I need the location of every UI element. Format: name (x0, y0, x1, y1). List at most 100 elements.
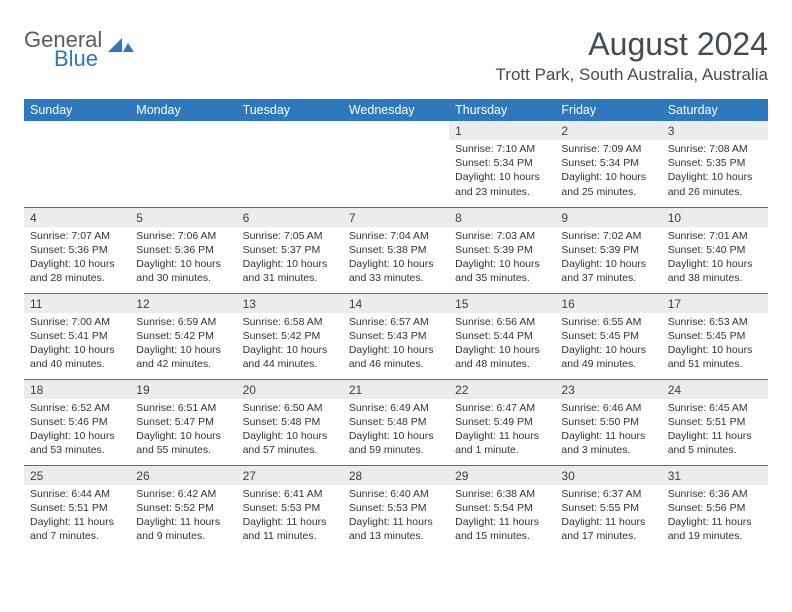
sunrise-text: Sunrise: 6:38 AM (455, 487, 549, 501)
calendar-day-cell: 15Sunrise: 6:56 AMSunset: 5:44 PMDayligh… (449, 293, 555, 379)
day-content: Sunrise: 6:44 AMSunset: 5:51 PMDaylight:… (24, 485, 130, 548)
calendar-week-row: 11Sunrise: 7:00 AMSunset: 5:41 PMDayligh… (24, 293, 768, 379)
sunrise-text: Sunrise: 6:40 AM (349, 487, 443, 501)
sunset-text: Sunset: 5:48 PM (349, 415, 443, 429)
sunrise-text: Sunrise: 7:08 AM (668, 142, 762, 156)
day-number: 18 (24, 380, 130, 399)
calendar-day-cell: 29 Sunrise: 6:38 AMSunset: 5:54 PMDayligh… (449, 465, 555, 551)
day-number: 17 (662, 294, 768, 313)
sunset-text: Sunset: 5:53 PM (349, 501, 443, 515)
sunset-text: Sunset: 5:37 PM (243, 243, 337, 257)
day-number: 13 (237, 294, 343, 313)
day-content: Sunrise: 7:07 AMSunset: 5:36 PMDaylight:… (24, 227, 130, 290)
sunset-text: Sunset: 5:42 PM (243, 329, 337, 343)
daylight-text: Daylight: 10 hours and 51 minutes. (668, 343, 762, 371)
calendar-day-cell: 17Sunrise: 6:53 AMSunset: 5:45 PMDayligh… (662, 293, 768, 379)
daylight-text: Daylight: 11 hours and 5 minutes. (668, 429, 762, 457)
day-number (343, 121, 449, 126)
daylight-text: Daylight: 10 hours and 35 minutes. (455, 257, 549, 285)
sunset-text: Sunset: 5:36 PM (136, 243, 230, 257)
day-number: 19 (130, 380, 236, 399)
day-number: 22 (449, 380, 555, 399)
sunrise-text: Sunrise: 6:59 AM (136, 315, 230, 329)
daylight-text: Daylight: 10 hours and 57 minutes. (243, 429, 337, 457)
calendar-day-cell: 12Sunrise: 6:59 AMSunset: 5:42 PMDayligh… (130, 293, 236, 379)
sunset-text: Sunset: 5:34 PM (561, 156, 655, 170)
day-number: 15 (449, 294, 555, 313)
calendar-table: Sunday Monday Tuesday Wednesday Thursday… (24, 99, 768, 551)
sunrise-text: Sunrise: 6:41 AM (243, 487, 337, 501)
daylight-text: Daylight: 10 hours and 37 minutes. (561, 257, 655, 285)
day-number: 23 (555, 380, 661, 399)
daylight-text: Daylight: 10 hours and 48 minutes. (455, 343, 549, 371)
sunrise-text: Sunrise: 7:04 AM (349, 229, 443, 243)
col-sunday: Sunday (24, 99, 130, 121)
sunrise-text: Sunrise: 7:01 AM (668, 229, 762, 243)
daylight-text: Daylight: 10 hours and 59 minutes. (349, 429, 443, 457)
daylight-text: Daylight: 11 hours and 15 minutes. (455, 515, 549, 543)
day-number: 7 (343, 208, 449, 227)
day-number (130, 121, 236, 126)
day-number: 20 (237, 380, 343, 399)
calendar-day-cell (343, 121, 449, 207)
sunset-text: Sunset: 5:43 PM (349, 329, 443, 343)
calendar-day-cell: 10Sunrise: 7:01 AMSunset: 5:40 PMDayligh… (662, 207, 768, 293)
daylight-text: Daylight: 11 hours and 13 minutes. (349, 515, 443, 543)
day-number: 30 (555, 466, 661, 485)
sunrise-text: Sunrise: 6:50 AM (243, 401, 337, 415)
calendar-day-cell (237, 121, 343, 207)
col-wednesday: Wednesday (343, 99, 449, 121)
day-number: 10 (662, 208, 768, 227)
day-number: 2 (555, 121, 661, 140)
day-number: 29 (449, 466, 555, 485)
sunrise-text: Sunrise: 6:44 AM (30, 487, 124, 501)
sunset-text: Sunset: 5:56 PM (668, 501, 762, 515)
day-content: Sunrise: 6:47 AMSunset: 5:49 PMDaylight:… (449, 399, 555, 462)
day-number (24, 121, 130, 126)
day-number: 1 (449, 121, 555, 140)
day-number: 8 (449, 208, 555, 227)
day-number: 26 (130, 466, 236, 485)
sunset-text: Sunset: 5:47 PM (136, 415, 230, 429)
calendar-day-cell: 4Sunrise: 7:07 AMSunset: 5:36 PMDaylight… (24, 207, 130, 293)
day-content: Sunrise: 6:37 AMSunset: 5:55 PMDaylight:… (555, 485, 661, 548)
calendar-day-cell (24, 121, 130, 207)
day-number: 27 (237, 466, 343, 485)
calendar-day-cell: 13Sunrise: 6:58 AMSunset: 5:42 PMDayligh… (237, 293, 343, 379)
day-content: Sunrise: 6:53 AMSunset: 5:45 PMDaylight:… (662, 313, 768, 376)
daylight-text: Daylight: 10 hours and 26 minutes. (668, 170, 762, 198)
daylight-text: Daylight: 10 hours and 49 minutes. (561, 343, 655, 371)
daylight-text: Daylight: 11 hours and 17 minutes. (561, 515, 655, 543)
day-content: Sunrise: 6:55 AMSunset: 5:45 PMDaylight:… (555, 313, 661, 376)
calendar-header-row: Sunday Monday Tuesday Wednesday Thursday… (24, 99, 768, 121)
day-number: 6 (237, 208, 343, 227)
calendar-day-cell: 9Sunrise: 7:02 AMSunset: 5:39 PMDaylight… (555, 207, 661, 293)
sunset-text: Sunset: 5:51 PM (30, 501, 124, 515)
brand-name-2: Blue (54, 46, 98, 71)
daylight-text: Daylight: 10 hours and 31 minutes. (243, 257, 337, 285)
day-number (237, 121, 343, 126)
day-content: Sunrise: 6:59 AMSunset: 5:42 PMDaylight:… (130, 313, 236, 376)
sunset-text: Sunset: 5:45 PM (668, 329, 762, 343)
sunset-text: Sunset: 5:54 PM (455, 501, 549, 515)
day-number: 5 (130, 208, 236, 227)
calendar-day-cell: 8Sunrise: 7:03 AMSunset: 5:39 PMDaylight… (449, 207, 555, 293)
day-content: Sunrise: 7:00 AMSunset: 5:41 PMDaylight:… (24, 313, 130, 376)
calendar-day-cell: 31Sunrise: 6:36 AMSunset: 5:56 PMDayligh… (662, 465, 768, 551)
sunset-text: Sunset: 5:51 PM (668, 415, 762, 429)
daylight-text: Daylight: 10 hours and 55 minutes. (136, 429, 230, 457)
day-content: Sunrise: 7:09 AMSunset: 5:34 PMDaylight:… (555, 140, 661, 203)
calendar-day-cell: 11Sunrise: 7:00 AMSunset: 5:41 PMDayligh… (24, 293, 130, 379)
day-content: Sunrise: 7:03 AMSunset: 5:39 PMDaylight:… (449, 227, 555, 290)
sunset-text: Sunset: 5:45 PM (561, 329, 655, 343)
sunrise-text: Sunrise: 6:49 AM (349, 401, 443, 415)
calendar-week-row: 1Sunrise: 7:10 AMSunset: 5:34 PMDaylight… (24, 121, 768, 207)
day-number: 25 (24, 466, 130, 485)
calendar-week-row: 18Sunrise: 6:52 AMSunset: 5:46 PMDayligh… (24, 379, 768, 465)
calendar-day-cell: 6Sunrise: 7:05 AMSunset: 5:37 PMDaylight… (237, 207, 343, 293)
calendar-day-cell: 22Sunrise: 6:47 AMSunset: 5:49 PMDayligh… (449, 379, 555, 465)
calendar-day-cell: 30Sunrise: 6:37 AMSunset: 5:55 PMDayligh… (555, 465, 661, 551)
sunrise-text: Sunrise: 6:58 AM (243, 315, 337, 329)
calendar-day-cell: 2Sunrise: 7:09 AMSunset: 5:34 PMDaylight… (555, 121, 661, 207)
sunrise-text: Sunrise: 6:37 AM (561, 487, 655, 501)
